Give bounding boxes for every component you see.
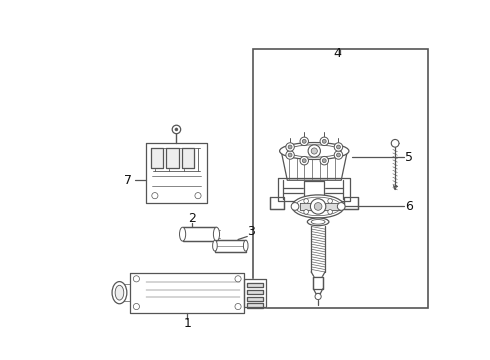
Circle shape — [337, 203, 345, 210]
Text: 7: 7 — [124, 174, 132, 187]
Circle shape — [334, 143, 343, 151]
Text: 2: 2 — [188, 212, 196, 225]
Circle shape — [337, 153, 341, 157]
Circle shape — [391, 139, 399, 147]
Circle shape — [291, 203, 299, 210]
Ellipse shape — [311, 220, 325, 224]
Ellipse shape — [213, 240, 217, 251]
Circle shape — [311, 148, 318, 154]
Ellipse shape — [115, 285, 124, 300]
Text: 1: 1 — [183, 317, 191, 330]
Polygon shape — [130, 273, 244, 313]
Circle shape — [320, 137, 328, 145]
Bar — [253, 49, 428, 308]
Ellipse shape — [280, 143, 349, 159]
Ellipse shape — [287, 145, 341, 157]
Polygon shape — [182, 148, 194, 168]
Ellipse shape — [179, 227, 186, 241]
Polygon shape — [247, 303, 263, 308]
Polygon shape — [151, 148, 163, 168]
Ellipse shape — [244, 240, 248, 251]
Polygon shape — [300, 203, 340, 210]
Polygon shape — [215, 239, 245, 252]
Circle shape — [235, 303, 241, 310]
Ellipse shape — [213, 227, 220, 241]
Text: 6: 6 — [405, 200, 413, 213]
Text: 4: 4 — [333, 47, 342, 60]
Ellipse shape — [292, 195, 344, 218]
Circle shape — [288, 145, 292, 149]
Polygon shape — [247, 297, 263, 301]
Circle shape — [334, 151, 343, 159]
Polygon shape — [146, 143, 207, 203]
Circle shape — [304, 199, 308, 203]
Polygon shape — [278, 178, 350, 201]
Circle shape — [308, 145, 320, 157]
Circle shape — [322, 139, 326, 143]
Circle shape — [175, 128, 178, 131]
Ellipse shape — [307, 218, 329, 226]
Circle shape — [311, 199, 326, 214]
Circle shape — [286, 143, 294, 151]
Circle shape — [328, 199, 332, 203]
Circle shape — [322, 159, 326, 163]
Polygon shape — [311, 226, 325, 272]
Polygon shape — [247, 283, 263, 287]
Circle shape — [300, 157, 309, 165]
Circle shape — [288, 153, 292, 157]
Circle shape — [314, 203, 322, 210]
Text: 5: 5 — [405, 150, 413, 164]
Ellipse shape — [112, 282, 127, 304]
Circle shape — [328, 210, 332, 214]
Text: 3: 3 — [247, 225, 255, 238]
Circle shape — [320, 157, 328, 165]
Polygon shape — [314, 277, 323, 289]
Circle shape — [235, 276, 241, 282]
Circle shape — [315, 293, 321, 300]
Circle shape — [302, 139, 306, 143]
Polygon shape — [281, 151, 347, 180]
Ellipse shape — [295, 197, 341, 216]
Circle shape — [152, 193, 158, 199]
Polygon shape — [244, 279, 266, 306]
Circle shape — [304, 210, 308, 214]
Circle shape — [337, 145, 341, 149]
Circle shape — [172, 125, 181, 134]
Circle shape — [302, 159, 306, 163]
Circle shape — [133, 303, 140, 310]
Circle shape — [195, 193, 201, 199]
Polygon shape — [344, 197, 358, 209]
Circle shape — [133, 276, 140, 282]
Polygon shape — [247, 289, 263, 294]
Circle shape — [286, 151, 294, 159]
Polygon shape — [167, 148, 179, 168]
Polygon shape — [270, 197, 284, 209]
Polygon shape — [304, 181, 324, 197]
Circle shape — [300, 137, 309, 145]
Polygon shape — [183, 227, 217, 241]
